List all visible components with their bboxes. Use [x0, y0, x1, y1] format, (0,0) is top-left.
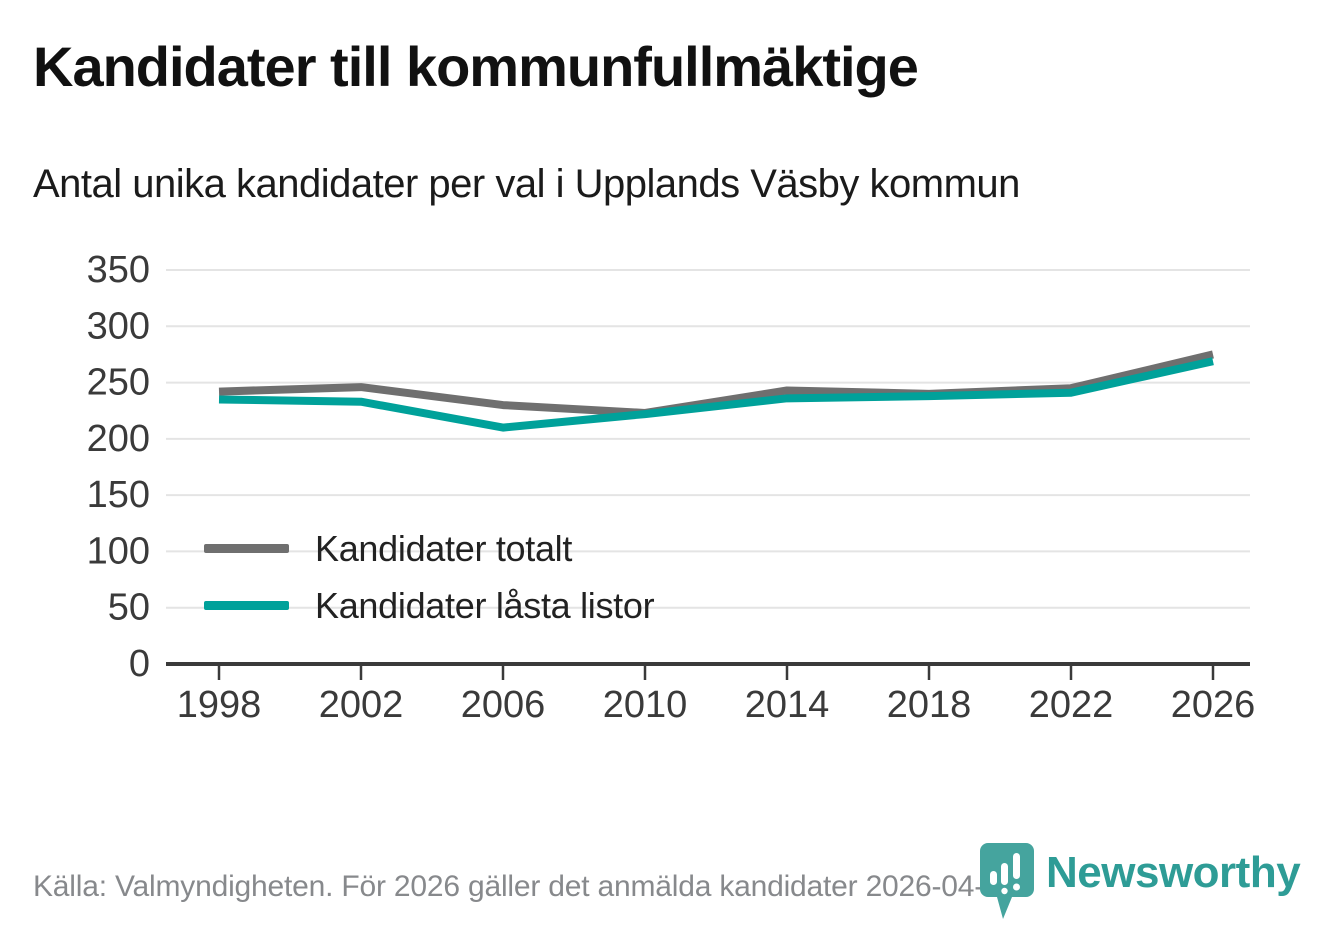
x-axis-label-2006: 2006 [461, 684, 546, 726]
series-line-kandidater-lasta-listor [218, 357, 1214, 432]
line-chart: 0 50 100 150 200 250 300 350 1998 2002 2006 2010 201… [87, 255, 1256, 726]
legend: Kandidater totalt Kandidater låsta listo… [204, 520, 655, 634]
legend-label-total: Kandidater totalt [315, 527, 573, 569]
legend-item-total: Kandidater totalt [204, 520, 654, 577]
legend-item-locked-lists: Kandidater låsta listor [204, 577, 655, 634]
series-line-kandidater-totalt [218, 350, 1214, 417]
x-axis-label-2026: 2026 [1171, 684, 1256, 726]
x-axis-label-2014: 2014 [745, 684, 830, 726]
x-axis-label-2010: 2010 [603, 684, 688, 726]
x-axis-label-2002: 2002 [319, 684, 404, 726]
legend-swatch-total [204, 544, 289, 553]
legend-swatch-locked-lists [204, 601, 289, 610]
chart-title: Kandidater till kommunfullmäktige [33, 35, 919, 98]
x-axis-label-2022: 2022 [1029, 684, 1114, 726]
chart-subtitle: Antal unika kandidater per val i Uppland… [33, 162, 1020, 206]
x-axis-label-2018: 2018 [887, 684, 972, 726]
newsworthy-logo: Newsworthy [980, 843, 1301, 921]
y-axis-label-300: 300 [87, 305, 150, 347]
legend-label-locked-lists: Kandidater låsta listor [315, 584, 655, 626]
x-axis-label-1998: 1998 [177, 684, 262, 726]
y-axis-label-250: 250 [87, 362, 150, 404]
y-axis-label-100: 100 [87, 530, 150, 572]
y-axis-label-0: 0 [129, 643, 150, 685]
y-axis-label-350: 350 [87, 255, 150, 291]
y-axis-label-200: 200 [87, 418, 150, 460]
newsworthy-wordmark: Newsworthy [1046, 848, 1301, 897]
y-axis-label-50: 50 [108, 587, 150, 629]
source-note: Källa: Valmyndigheten. För 2026 gäller d… [33, 870, 1026, 903]
bar-chart-exclamation-pin-icon [980, 843, 1034, 919]
y-axis-label-150: 150 [87, 474, 150, 516]
